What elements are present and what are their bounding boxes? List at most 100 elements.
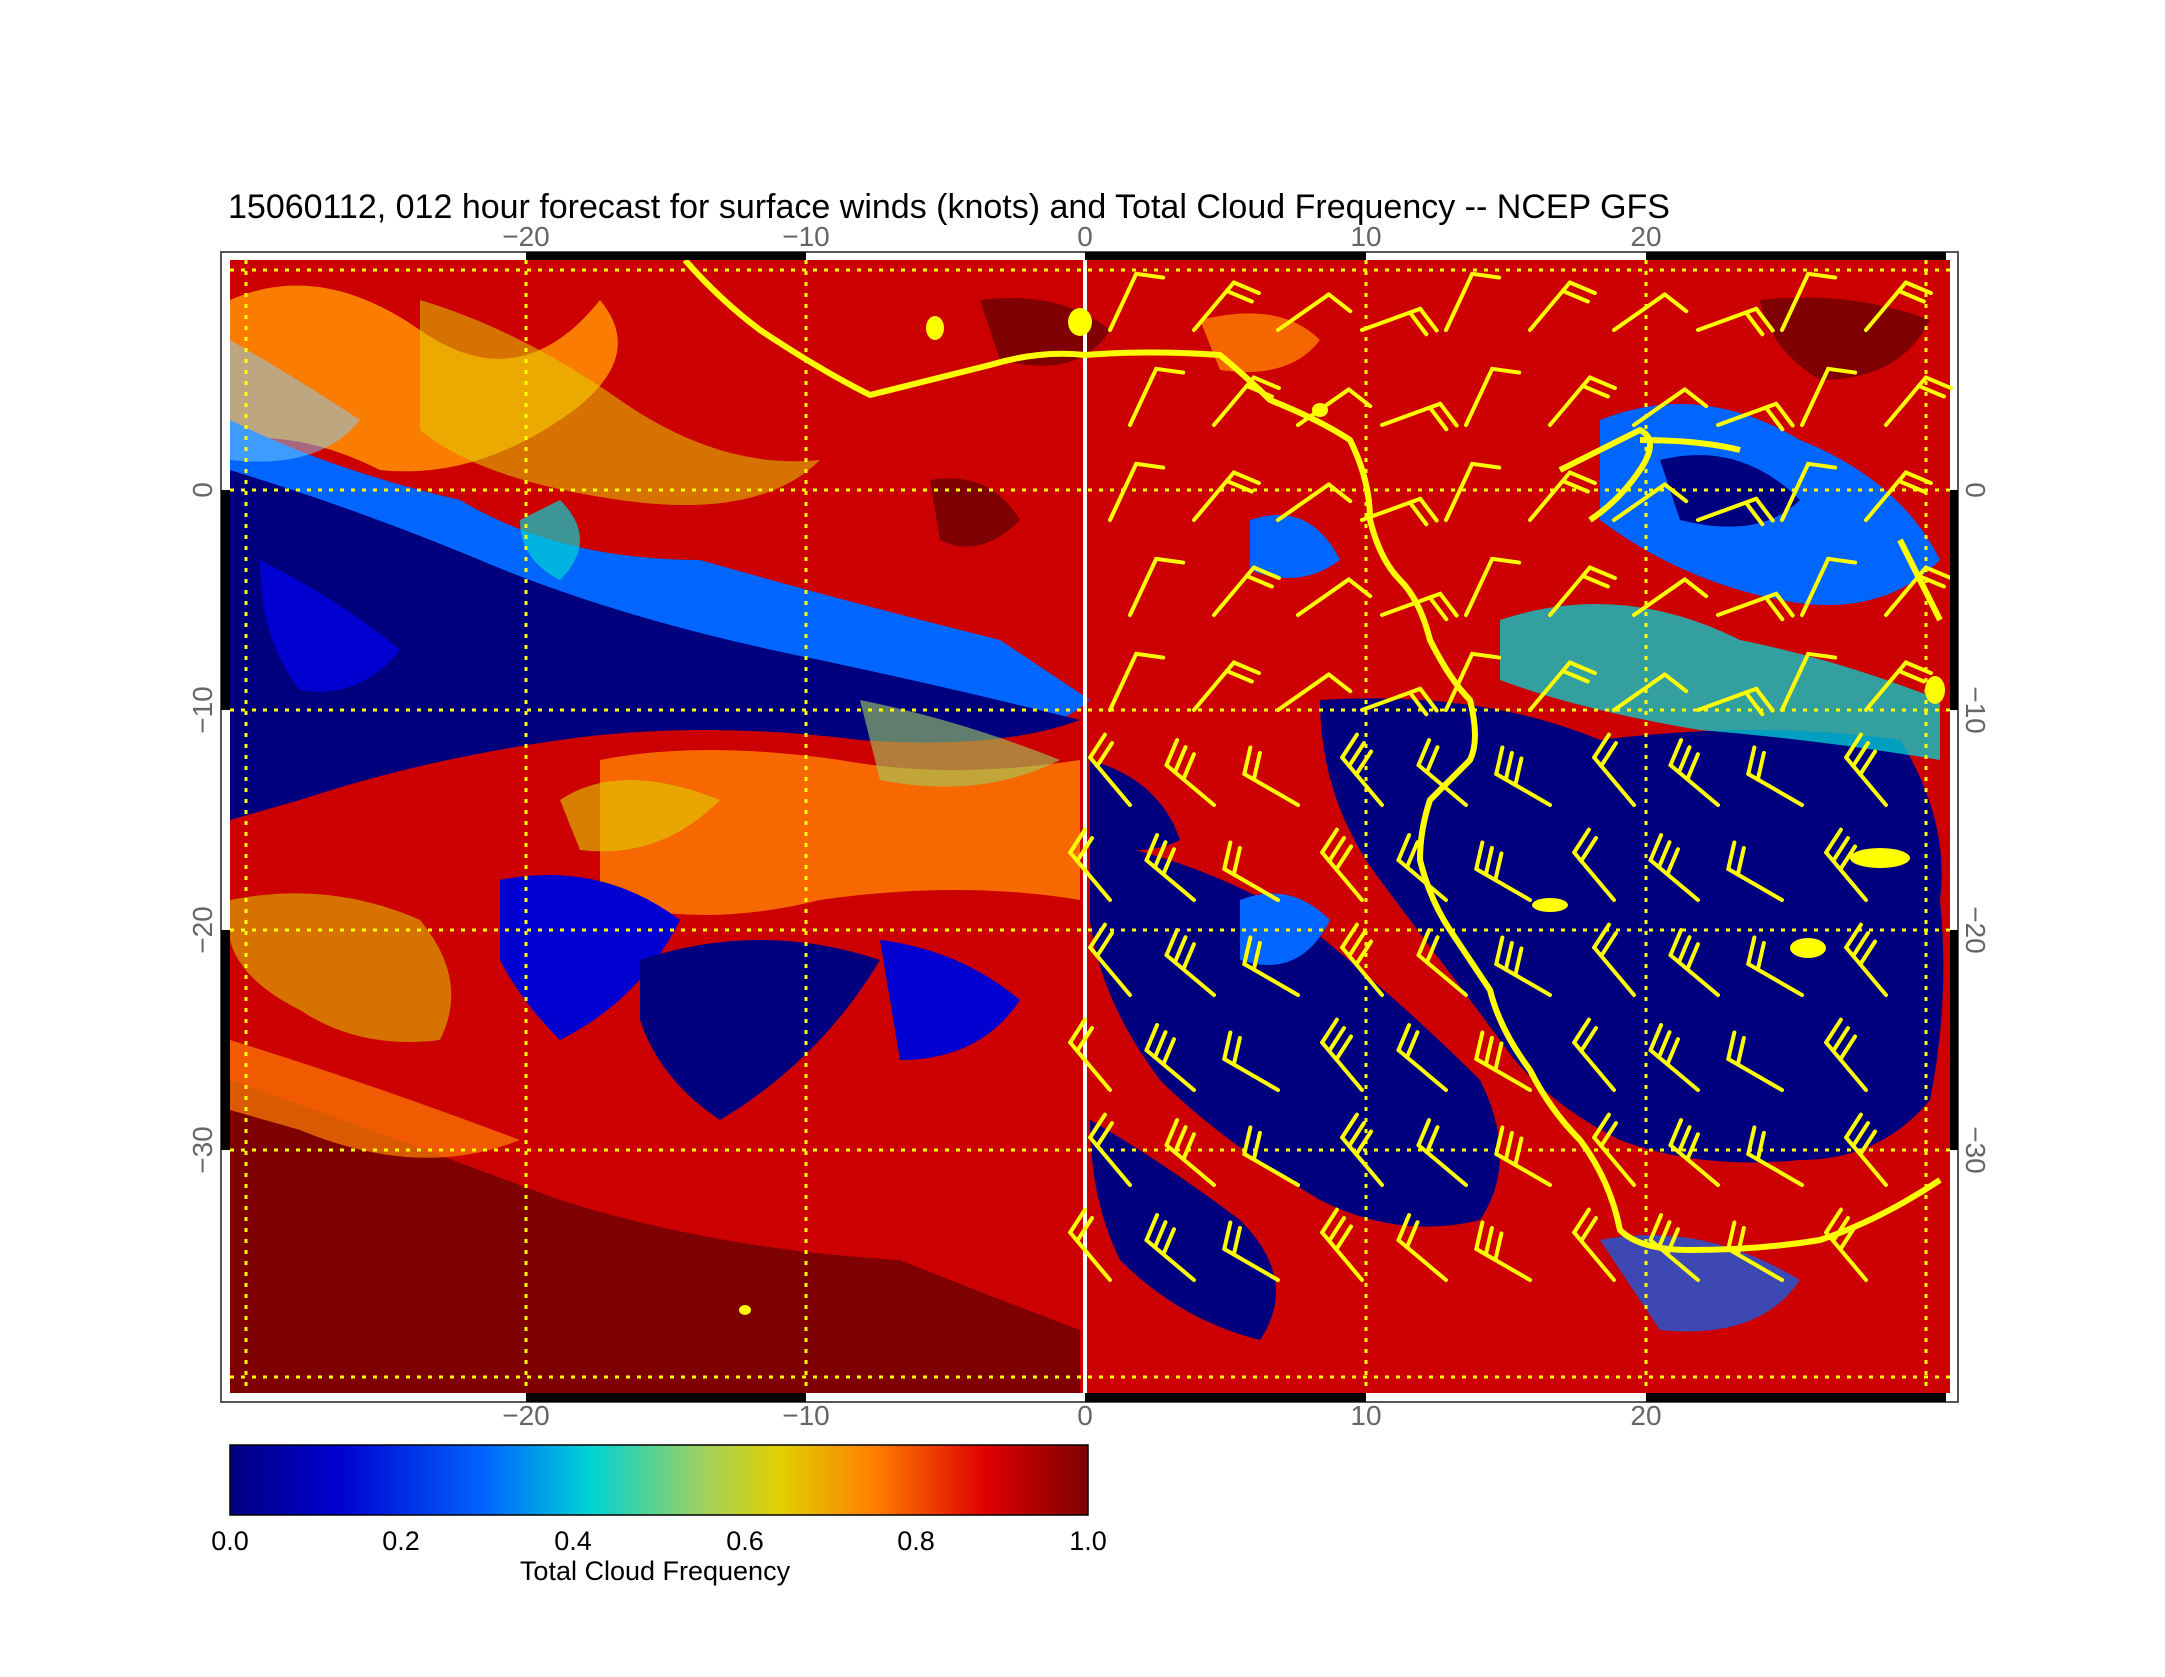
wind-barb bbox=[1296, 577, 1373, 617]
wind-barb bbox=[1242, 1125, 1300, 1187]
wind-barb bbox=[1632, 387, 1709, 427]
wind-barb bbox=[1360, 496, 1439, 527]
wind-barb bbox=[1780, 461, 1838, 522]
wind-barb bbox=[1746, 1125, 1804, 1187]
wind-barb bbox=[1242, 935, 1300, 997]
wind-barb bbox=[1844, 922, 1888, 997]
wind-barb bbox=[1444, 271, 1502, 332]
wind-barb bbox=[1612, 292, 1689, 332]
wind-barb bbox=[1716, 591, 1795, 622]
wind-barb bbox=[1696, 496, 1775, 527]
chart-title: 15060112, 012 hour forecast for surface … bbox=[228, 188, 1670, 226]
left-lat-tick: −30 bbox=[187, 1126, 218, 1174]
bottom-lon-tick: 0 bbox=[1077, 1400, 1093, 1431]
wind-barb bbox=[1340, 732, 1384, 807]
wind-barb bbox=[1884, 565, 1953, 617]
wind-barb bbox=[1572, 1017, 1616, 1092]
wind-barb bbox=[1340, 922, 1384, 997]
wind-barb bbox=[1726, 1030, 1784, 1092]
wind-barb bbox=[1320, 1207, 1364, 1282]
wind-barb bbox=[1494, 745, 1552, 807]
colorbar-tick-label: 0.2 bbox=[382, 1526, 420, 1556]
wind-barb bbox=[1464, 556, 1522, 617]
wind-barb bbox=[1222, 1220, 1280, 1282]
wind-barb bbox=[1864, 280, 1933, 332]
colorbar-tick-label: 0.6 bbox=[726, 1526, 764, 1556]
wind-barb bbox=[1726, 840, 1784, 902]
wind-barb bbox=[1746, 745, 1804, 807]
right-lat-tick: 0 bbox=[1960, 482, 1991, 498]
wind-barb bbox=[1164, 928, 1216, 997]
wind-barb bbox=[1320, 1017, 1364, 1092]
wind-barb bbox=[1128, 366, 1186, 427]
wind-barb bbox=[1800, 366, 1858, 427]
bottom-lon-tick: −10 bbox=[782, 1400, 830, 1431]
top-lon-tick: −10 bbox=[782, 221, 830, 252]
wind-barbs bbox=[1068, 271, 1953, 1282]
wind-barb bbox=[1380, 401, 1459, 432]
bottom-lon-tick: 10 bbox=[1350, 1400, 1381, 1431]
colorbar-tick-label: 1.0 bbox=[1069, 1526, 1107, 1556]
left-lat-tick: −10 bbox=[187, 686, 218, 734]
wind-barb bbox=[1494, 1125, 1552, 1187]
colorbar bbox=[229, 1444, 1089, 1516]
wind-barb bbox=[1548, 375, 1617, 427]
wind-barb bbox=[1474, 1030, 1532, 1092]
cloud-frequency-field bbox=[230, 260, 1950, 1393]
wind-barb bbox=[1464, 366, 1522, 427]
wind-barb bbox=[1668, 928, 1720, 997]
wind-barb bbox=[1864, 660, 1933, 712]
left-lat-tick: 0 bbox=[187, 482, 218, 498]
wind-barb bbox=[1164, 1118, 1216, 1187]
wind-barb bbox=[1844, 732, 1888, 807]
wind-barb bbox=[1648, 833, 1700, 902]
top-lon-tick: 0 bbox=[1077, 221, 1093, 252]
wind-barb bbox=[1340, 1112, 1384, 1187]
wind-barb bbox=[1416, 1118, 1468, 1187]
wind-barb bbox=[1144, 833, 1196, 902]
top-lon-tick: −20 bbox=[502, 221, 550, 252]
wind-barb bbox=[1380, 591, 1459, 622]
wind-barb bbox=[1592, 732, 1636, 807]
wind-barb bbox=[1192, 470, 1261, 522]
wind-barb bbox=[1572, 827, 1616, 902]
wind-barb bbox=[1528, 280, 1597, 332]
wind-barb bbox=[1296, 387, 1373, 427]
wind-barb bbox=[1800, 556, 1858, 617]
colorbar-label: Total Cloud Frequency bbox=[520, 1556, 791, 1586]
wind-barb bbox=[1192, 660, 1261, 712]
wind-barb bbox=[1612, 482, 1689, 522]
wind-barb bbox=[1494, 935, 1552, 997]
wind-barb bbox=[1416, 738, 1468, 807]
wind-barb bbox=[1592, 1112, 1636, 1187]
right-lat-tick: −10 bbox=[1960, 686, 1991, 734]
top-lon-tick: 20 bbox=[1630, 221, 1661, 252]
wind-barb bbox=[1360, 306, 1439, 337]
wind-barb bbox=[1108, 651, 1166, 712]
wind-barb bbox=[1212, 565, 1281, 617]
left-lat-tick: −20 bbox=[187, 906, 218, 954]
right-lat-tick: −20 bbox=[1960, 906, 1991, 954]
wind-barb bbox=[1144, 1213, 1196, 1282]
wind-barb bbox=[1592, 922, 1636, 997]
wind-barb bbox=[1068, 827, 1112, 902]
wind-barb bbox=[1068, 1207, 1112, 1282]
wind-barb bbox=[1528, 470, 1597, 522]
wind-barb bbox=[1824, 1017, 1868, 1092]
wind-barb bbox=[1276, 672, 1353, 712]
wind-barb bbox=[1780, 271, 1838, 332]
wind-barb bbox=[1444, 461, 1502, 522]
wind-barb bbox=[1746, 935, 1804, 997]
wind-barb bbox=[1884, 375, 1953, 427]
wind-barb bbox=[1088, 1112, 1132, 1187]
wind-barb bbox=[1212, 375, 1281, 427]
wind-barb bbox=[1844, 1112, 1888, 1187]
islands bbox=[739, 308, 1945, 1315]
wind-barb bbox=[1396, 833, 1448, 902]
wind-barb bbox=[1276, 292, 1353, 332]
wind-barb bbox=[1668, 1118, 1720, 1187]
wind-barb bbox=[1396, 1213, 1448, 1282]
wind-barb bbox=[1108, 271, 1166, 332]
wind-barb bbox=[1164, 738, 1216, 807]
